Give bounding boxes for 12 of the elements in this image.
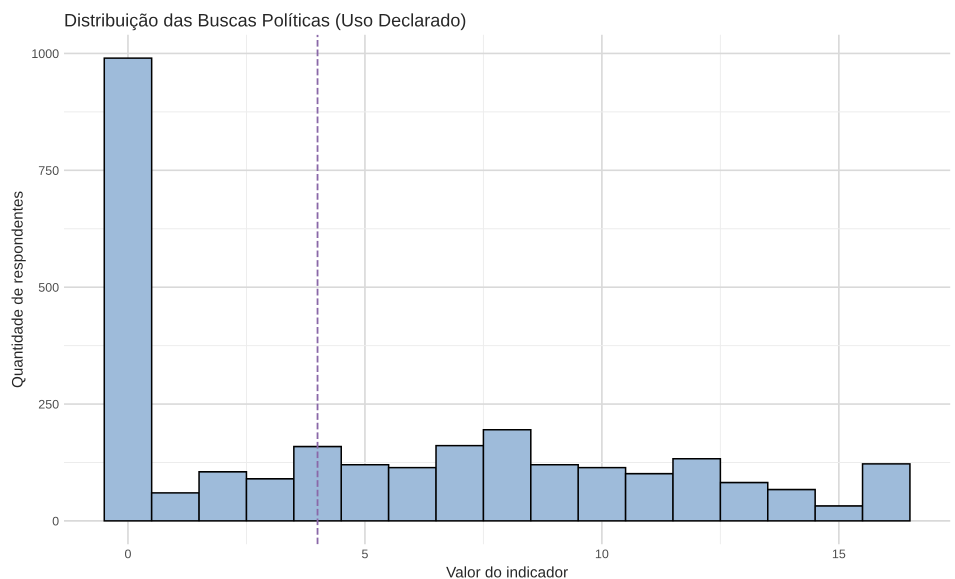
x-tick-label: 0 bbox=[124, 549, 131, 558]
y-axis-title: Quantidade de respondentes bbox=[12, 192, 26, 388]
chart-title: Distribuição das Buscas Políticas (Uso Declarado) bbox=[65, 13, 466, 30]
y-tick-label: 250 bbox=[38, 400, 59, 409]
x-tick-label: 15 bbox=[832, 550, 846, 558]
x-axis-title: Valor do indicador bbox=[446, 566, 568, 578]
y-tick-label: 750 bbox=[38, 166, 59, 175]
x-tick-label: 10 bbox=[596, 549, 608, 558]
y-tick-label: 500 bbox=[38, 282, 59, 292]
y-tick-label: 0 bbox=[52, 516, 59, 526]
y-tick-label: 1000 bbox=[32, 49, 59, 58]
x-tick-label: 5 bbox=[362, 550, 368, 558]
